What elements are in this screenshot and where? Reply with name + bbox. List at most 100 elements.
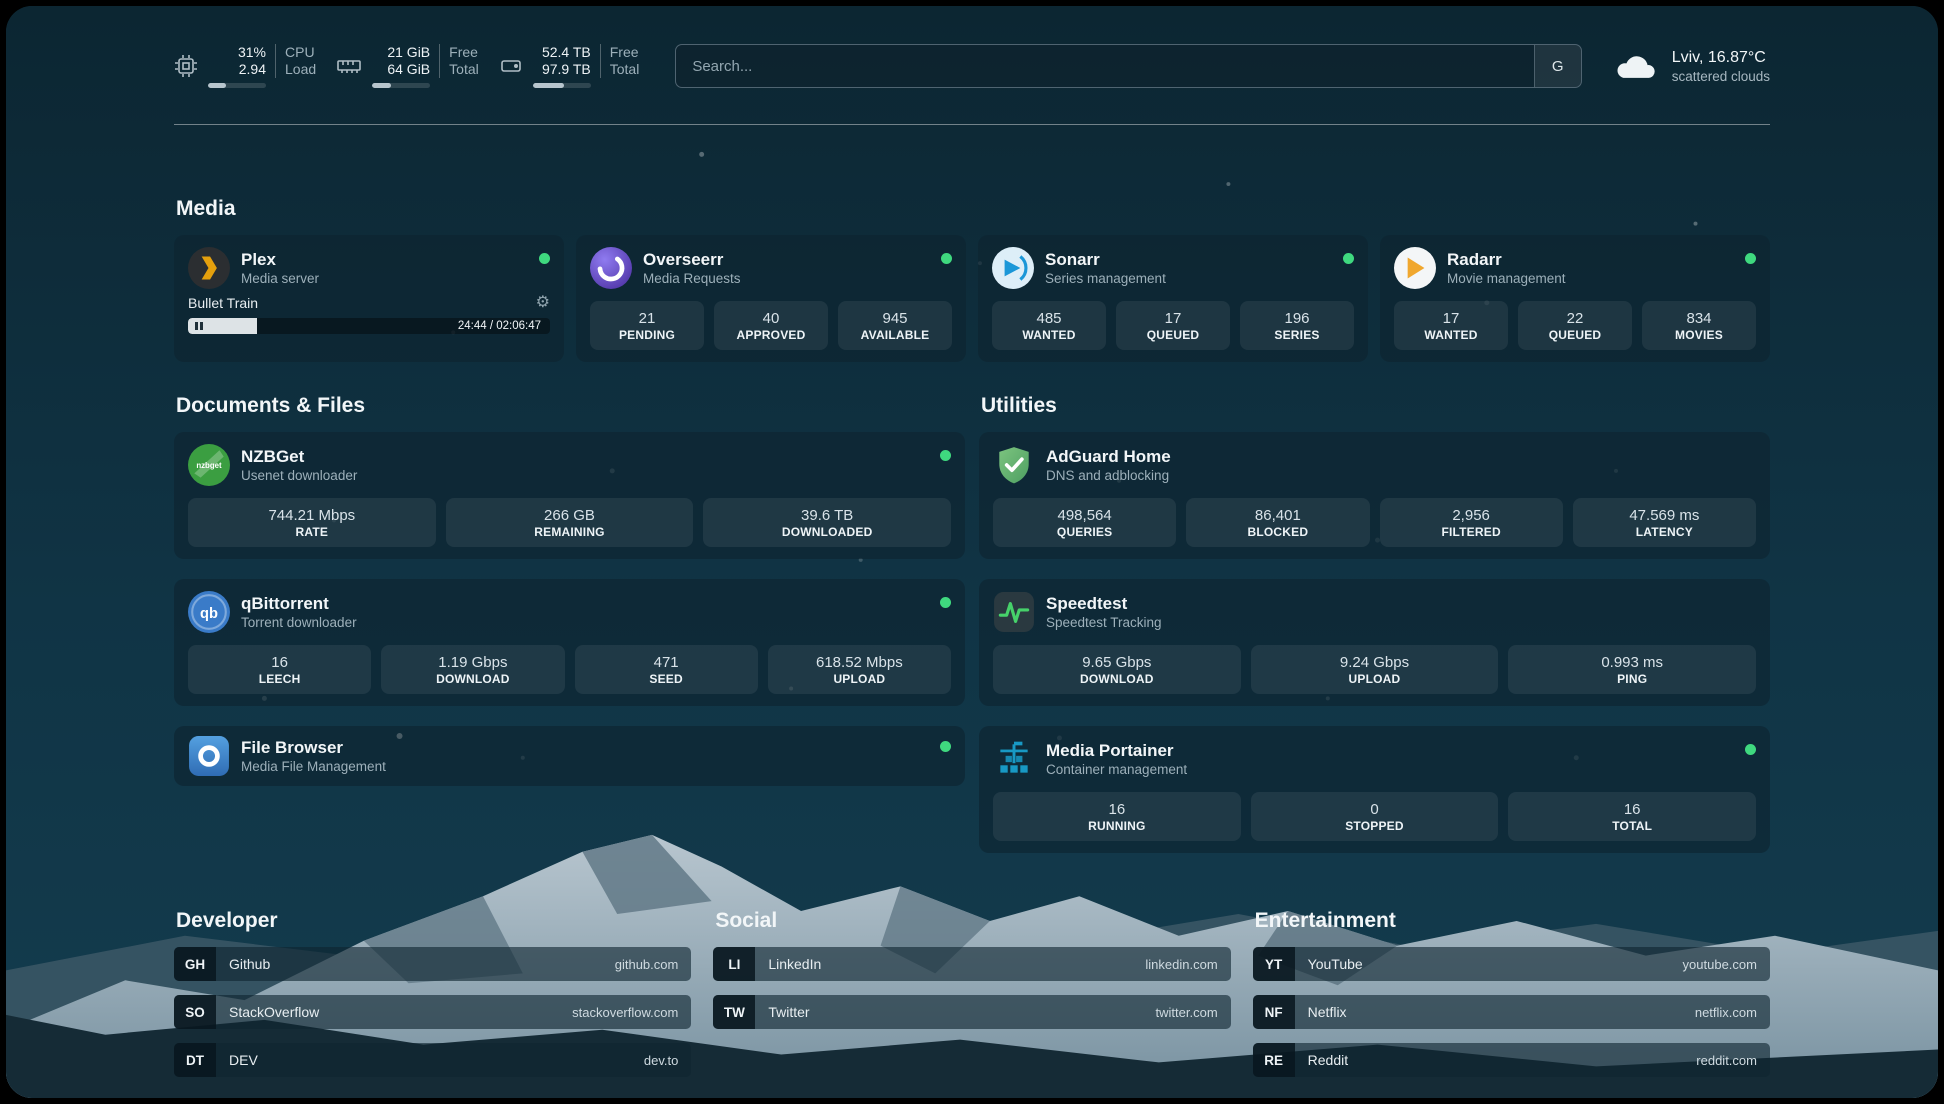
bookmark-url: twitter.com [1156,1005,1218,1020]
disk-free-value: 52.4 TB [542,44,591,61]
bookmark-url: stackoverflow.com [572,1005,678,1020]
stat-remaining: 266 GB REMAINING [446,498,694,547]
reddit-abbr-icon: RE [1253,1043,1295,1077]
service-subtitle: Container management [1046,761,1187,778]
cloud-icon [1614,51,1658,81]
bookmark-stackoverflow[interactable]: SO StackOverflow stackoverflow.com [174,995,691,1029]
service-card-filebrowser[interactable]: File Browser Media File Management [174,726,965,786]
bookmark-url: dev.to [644,1053,678,1068]
speedtest-logo-icon [993,591,1035,633]
stat-latency: 47.569 ms LATENCY [1573,498,1756,547]
utilities-column: Utilities [979,394,1770,853]
bookmark-github[interactable]: GH Github github.com [174,947,691,981]
bookmark-twitter[interactable]: TW Twitter twitter.com [713,995,1230,1029]
cpu-progress-bar [208,83,266,88]
service-card-radarr[interactable]: Radarr Movie management 17 WANTED 2 [1380,235,1770,362]
bookmark-name: StackOverflow [229,1004,319,1020]
stat-wanted: 17 WANTED [1394,301,1508,350]
service-card-plex[interactable]: Plex Media server Bullet Train ⚙ [174,235,564,362]
top-bar: 31% 2.94 CPU Load [174,6,1770,92]
ram-metric-labels: Free Total [439,44,479,78]
stat-seed: 471 SEED [575,645,758,694]
dashboard-content: 31% 2.94 CPU Load [6,6,1938,1098]
weather-location: Lviv, 16.87°C [1672,48,1770,68]
status-indicator [940,450,951,461]
bookmark-name: DEV [229,1052,258,1068]
twitter-abbr-icon: TW [713,995,755,1029]
cpu-metric: 31% 2.94 CPU Load [174,44,316,88]
topbar-divider [174,124,1770,125]
stat-pending: 21 PENDING [590,301,704,350]
stat-total: 16 TOTAL [1508,792,1756,841]
dev-abbr-icon: DT [174,1043,216,1077]
status-indicator [1343,253,1354,264]
service-name: Overseerr [643,249,741,270]
stat-available: 945 AVAILABLE [838,301,952,350]
portainer-logo-icon [993,738,1035,780]
bookmark-name: Twitter [768,1004,809,1020]
social-section-title: Social [715,909,1230,933]
developer-section-title: Developer [176,909,691,933]
plex-logo-icon [188,247,230,289]
radarr-logo-icon [1394,247,1436,289]
stat-filtered: 2,956 FILTERED [1380,498,1563,547]
filebrowser-logo-icon [188,735,230,777]
service-card-portainer[interactable]: Media Portainer Container management 16 … [979,726,1770,853]
stat-download: 9.65 Gbps DOWNLOAD [993,645,1241,694]
entertainment-bookmarks: Entertainment YT YouTube youtube.com NF … [1253,909,1770,1077]
bookmark-dev[interactable]: DT DEV dev.to [174,1043,691,1077]
stat-queued: 22 QUEUED [1518,301,1632,350]
bookmark-reddit[interactable]: RE Reddit reddit.com [1253,1043,1770,1077]
weather-widget[interactable]: Lviv, 16.87°C scattered clouds [1614,48,1770,85]
ram-progress-bar [372,83,430,88]
stat-running: 16 RUNNING [993,792,1241,841]
pause-icon[interactable] [195,322,203,330]
github-abbr-icon: GH [174,947,216,981]
bookmark-name: LinkedIn [768,956,821,972]
netflix-abbr-icon: NF [1253,995,1295,1029]
service-name: Sonarr [1045,249,1166,270]
stat-series: 196 SERIES [1240,301,1354,350]
disk-metric-labels: Free Total [600,44,640,78]
stat-movies: 834 MOVIES [1642,301,1756,350]
media-section: Media Plex Media server [174,197,1770,362]
documents-section-title: Documents & Files [176,394,965,418]
ram-total-value: 64 GiB [387,61,430,78]
stackoverflow-abbr-icon: SO [174,995,216,1029]
service-subtitle: DNS and adblocking [1046,467,1171,484]
service-card-overseerr[interactable]: Overseerr Media Requests 21 PENDING [576,235,966,362]
system-metrics: 31% 2.94 CPU Load [174,44,639,88]
developer-bookmarks: Developer GH Github github.com SO StackO… [174,909,691,1077]
search-bar: G [675,44,1581,88]
service-card-adguard[interactable]: AdGuard Home DNS and adblocking 498,564 … [979,432,1770,559]
bookmark-url: github.com [615,957,679,972]
utilities-section-title: Utilities [981,394,1770,418]
service-card-speedtest[interactable]: Speedtest Speedtest Tracking 9.65 Gbps D… [979,579,1770,706]
service-name: qBittorrent [241,593,357,614]
nzbget-logo-icon: nzbget [188,444,230,486]
gear-icon[interactable]: ⚙ [536,295,550,311]
youtube-abbr-icon: YT [1253,947,1295,981]
bookmark-name: Netflix [1308,1004,1347,1020]
bookmark-youtube[interactable]: YT YouTube youtube.com [1253,947,1770,981]
service-card-nzbget[interactable]: nzbget NZBGet Usenet downloader [174,432,965,559]
search-engine-button[interactable]: G [1534,45,1581,87]
bookmark-url: linkedin.com [1145,957,1217,972]
bookmark-netflix[interactable]: NF Netflix netflix.com [1253,995,1770,1029]
service-subtitle: Speedtest Tracking [1046,614,1162,631]
service-card-qbittorrent[interactable]: qb qBittorrent Torrent downloader [174,579,965,706]
service-card-sonarr[interactable]: Sonarr Series management 485 WANTED [978,235,1368,362]
playback-progress-bar[interactable]: 24:44 / 02:06:47 [188,318,550,334]
service-name: Plex [241,249,319,270]
service-name: File Browser [241,737,386,758]
bookmark-linkedin[interactable]: LI LinkedIn linkedin.com [713,947,1230,981]
search-input[interactable] [676,45,1533,87]
stat-approved: 40 APPROVED [714,301,828,350]
cpu-icon [174,54,198,78]
status-indicator [1745,253,1756,264]
ram-metric: 21 GiB 64 GiB Free Total [336,44,479,88]
sonarr-logo-icon [992,247,1034,289]
service-subtitle: Series management [1045,270,1166,287]
disk-total-value: 97.9 TB [542,61,591,78]
stat-leech: 16 LEECH [188,645,371,694]
